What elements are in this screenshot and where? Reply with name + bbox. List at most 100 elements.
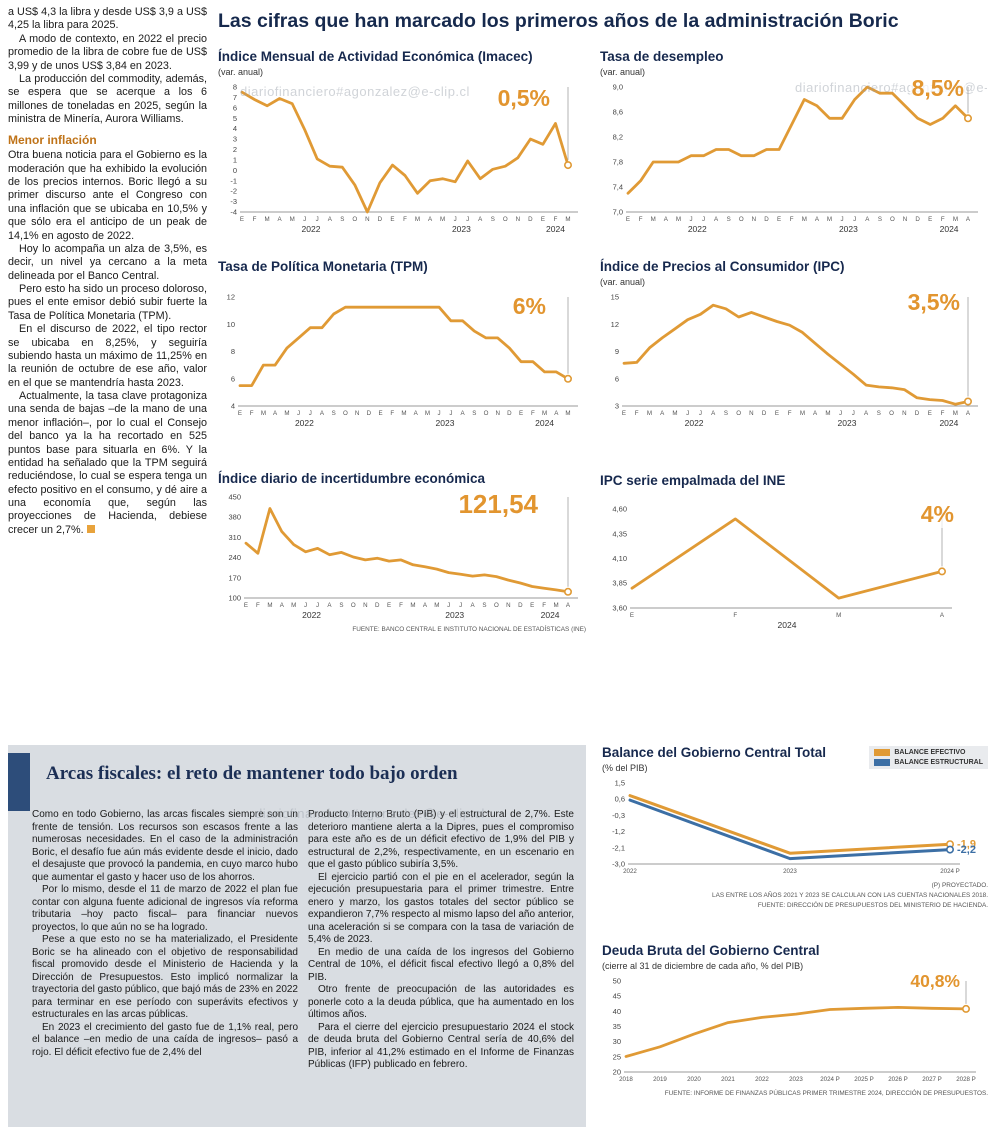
left-article-column: a US$ 4,3 la libra y desde US$ 3,9 a US$… <box>8 6 207 537</box>
article-end-marker-icon <box>86 524 95 533</box>
article-paragraph: A modo de contexto, en 2022 el precio pr… <box>8 32 207 72</box>
svg-text:E: E <box>530 602 534 609</box>
svg-text:3,85: 3,85 <box>612 579 627 588</box>
svg-text:A: A <box>940 612 945 619</box>
svg-text:J: J <box>841 216 844 223</box>
chart-plot-wrap: 0,5% 8 7 6 5 4 3 2 1 0 -1 -2 -3 -4 E F M A M J J A S O N D E F M A M J… <box>218 79 586 237</box>
article-paragraph: Como en todo Gobierno, las arcas fiscale… <box>32 809 298 883</box>
chart-card-ipc: Índice de Precios al Consumidor (IPC) (v… <box>600 259 986 431</box>
svg-text:-2,2: -2,2 <box>957 844 976 856</box>
svg-text:E: E <box>928 410 932 417</box>
svg-text:D: D <box>762 410 767 417</box>
svg-text:J: J <box>309 410 312 417</box>
svg-text:12: 12 <box>227 292 235 301</box>
svg-text:30: 30 <box>613 1037 621 1046</box>
chart-subtitle: (var. anual) <box>600 276 646 287</box>
svg-text:2028 P: 2028 P <box>956 1076 976 1083</box>
svg-text:M: M <box>267 602 272 609</box>
svg-text:M: M <box>565 410 570 417</box>
svg-text:F: F <box>403 216 407 223</box>
chart-title: Tasa de Política Monetaria (TPM) <box>218 259 428 274</box>
svg-text:2024: 2024 <box>541 610 560 620</box>
svg-text:A: A <box>711 410 716 417</box>
chart-card-balance: Balance del Gobierno Central Total (% de… <box>602 745 988 911</box>
svg-text:2024: 2024 <box>940 224 959 234</box>
legend-swatch-estructural <box>874 759 891 766</box>
svg-text:E: E <box>390 216 394 223</box>
page-title: Las cifras que han marcado los primeros … <box>218 10 899 32</box>
svg-text:A: A <box>328 216 333 223</box>
article-paragraph: En medio de una caída de los ingresos de… <box>308 946 574 983</box>
svg-text:E: E <box>928 216 932 223</box>
line-chart-ipc: 15 12 9 6 3 E F M A M J J A S O N D E F M A M J J A S O N D E F M A 2022 2… <box>600 289 986 431</box>
fiscal-article-column-2: Producto Interno Bruto (PIB) y el estruc… <box>308 809 574 1072</box>
svg-text:A: A <box>813 410 818 417</box>
svg-text:380: 380 <box>228 513 241 522</box>
chart-title: Índice Mensual de Actividad Económica (I… <box>218 49 533 64</box>
svg-text:O: O <box>736 410 741 417</box>
svg-text:M: M <box>565 216 570 223</box>
svg-text:2023: 2023 <box>436 418 455 428</box>
chart-subtitle: (% del PIB) <box>602 762 648 773</box>
fiscal-article-box: Arcas fiscales: el reto de mantener todo… <box>8 745 586 1127</box>
legend-label: BALANCE EFECTIVO <box>894 749 966 756</box>
svg-text:0,6: 0,6 <box>615 795 625 804</box>
svg-text:J: J <box>852 410 855 417</box>
svg-text:F: F <box>399 602 403 609</box>
article-paragraph: El ejercicio partió con el pie en el ace… <box>308 871 574 946</box>
svg-text:2023: 2023 <box>452 224 471 234</box>
svg-text:A: A <box>966 410 971 417</box>
svg-text:J: J <box>316 602 319 609</box>
svg-text:A: A <box>554 410 559 417</box>
svg-text:M: M <box>953 216 958 223</box>
svg-text:240: 240 <box>228 553 241 562</box>
svg-text:E: E <box>541 216 545 223</box>
article-subhead: Menor inflación <box>8 133 97 148</box>
chart-card-imacec: Índice Mensual de Actividad Económica (I… <box>218 49 586 237</box>
legend-label: BALANCE ESTRUCTURAL <box>894 759 983 766</box>
chart-plot-wrap: 1,5 0,6 -0,3 -1,2 -2,1 -3,0 2022 2023 2024 P -1,9… <box>602 775 988 879</box>
svg-text:O: O <box>343 410 348 417</box>
svg-text:J: J <box>316 216 319 223</box>
chart-subtitle: (cierre al 31 de diciembre de cada año, … <box>602 960 804 971</box>
svg-text:M: M <box>410 602 415 609</box>
chart-plot-wrap: 4% 4,60 4,35 4,10 3,85 3,60 E F M A 2024 <box>600 500 986 633</box>
svg-text:O: O <box>352 216 357 223</box>
svg-text:3,60: 3,60 <box>612 603 627 612</box>
svg-text:2024: 2024 <box>778 620 797 630</box>
svg-text:J: J <box>297 410 300 417</box>
svg-text:J: J <box>466 216 469 223</box>
svg-text:M: M <box>415 216 420 223</box>
svg-text:M: M <box>401 410 406 417</box>
svg-text:-4: -4 <box>230 207 237 216</box>
svg-text:3: 3 <box>615 401 619 410</box>
svg-text:20: 20 <box>613 1067 621 1076</box>
svg-text:M: M <box>676 216 681 223</box>
svg-text:-1,9: -1,9 <box>957 839 976 851</box>
chart-card-deuda: Deuda Bruta del Gobierno Central (cierre… <box>602 943 988 1099</box>
chart-card-tpm: Tasa de Política Monetaria (TPM) 6% 12 10… <box>218 259 586 431</box>
svg-text:15: 15 <box>611 292 619 301</box>
svg-text:50: 50 <box>613 976 621 985</box>
svg-text:S: S <box>724 410 728 417</box>
svg-text:F: F <box>788 410 792 417</box>
svg-text:J: J <box>699 410 702 417</box>
svg-text:8,6: 8,6 <box>613 107 623 116</box>
svg-text:M: M <box>284 410 289 417</box>
svg-text:-2: -2 <box>230 187 237 196</box>
fiscal-article-column-1: Como en todo Gobierno, las arcas fiscale… <box>32 809 298 1059</box>
svg-text:2024: 2024 <box>535 418 554 428</box>
svg-text:N: N <box>365 216 369 223</box>
svg-text:2: 2 <box>233 145 237 154</box>
svg-text:F: F <box>790 216 794 223</box>
svg-text:M: M <box>825 410 830 417</box>
svg-text:-1: -1 <box>230 176 237 185</box>
svg-text:J: J <box>454 216 457 223</box>
svg-text:8: 8 <box>231 347 235 356</box>
svg-text:E: E <box>626 216 630 223</box>
latest-value-label: 121,54 <box>456 488 540 520</box>
svg-text:A: A <box>714 216 719 223</box>
svg-text:M: M <box>542 410 547 417</box>
svg-text:2022: 2022 <box>688 224 707 234</box>
